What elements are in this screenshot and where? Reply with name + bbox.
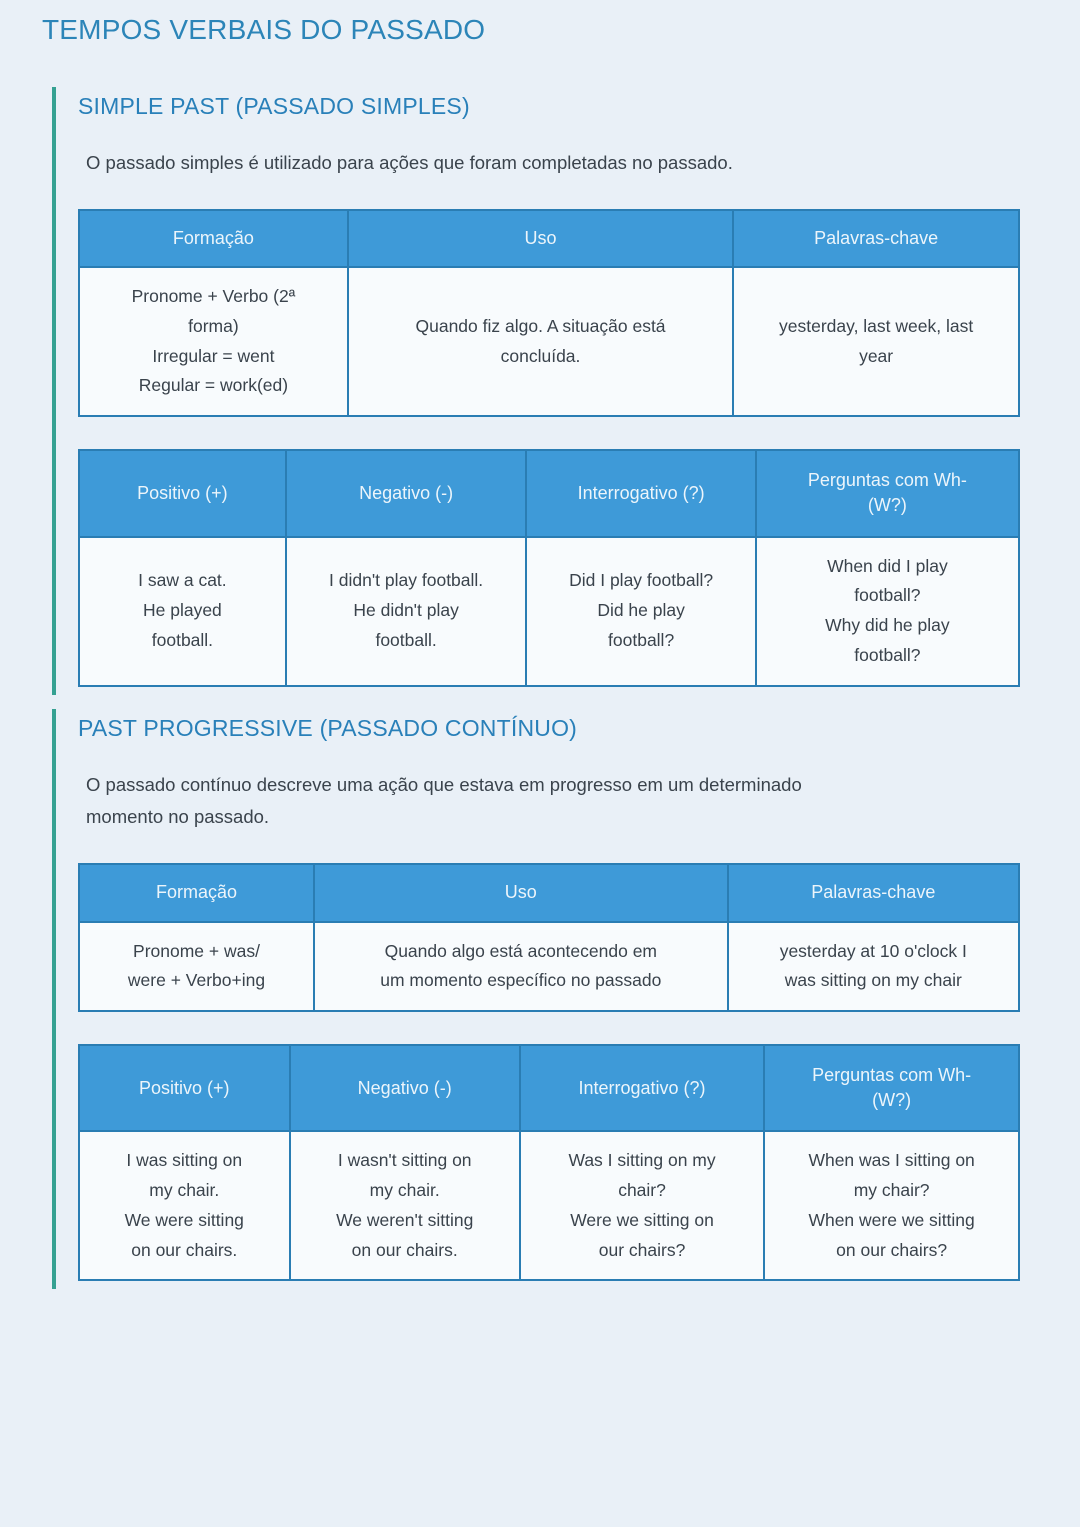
column-header-uso: Uso	[313, 863, 729, 923]
table-row: Pronome + Verbo (2ª forma) Irregular = w…	[78, 266, 1020, 418]
cell-positivo: I saw a cat. He played football.	[78, 535, 287, 687]
cell-uso: Quando fiz algo. A situação está concluí…	[346, 266, 735, 418]
simple-past-examples-table: Positivo (+) Negativo (-) Interrogativo …	[78, 449, 1021, 687]
section-past-progressive: PAST PROGRESSIVE (PASSADO CONTÍNUO) O pa…	[52, 708, 1021, 1290]
column-header-uso: Uso	[346, 209, 735, 269]
cell-interrogativo: Was I sitting on my chair? Were we sitti…	[518, 1130, 766, 1282]
column-header-palavras-chave: Palavras-chave	[726, 863, 1021, 923]
cell-palavras-chave: yesterday at 10 o'clock I was sitting on…	[726, 920, 1021, 1013]
cell-perguntas-wh: When was I sitting on my chair? When wer…	[763, 1130, 1020, 1282]
column-header-negativo: Negativo (-)	[284, 449, 528, 538]
past-progressive-examples-table: Positivo (+) Negativo (-) Interrogativo …	[78, 1044, 1020, 1282]
table-header-row: Formação Uso Palavras-chave	[78, 863, 1021, 923]
cell-perguntas-wh: When did I play football? Why did he pla…	[754, 535, 1021, 687]
cell-negativo: I wasn't sitting on my chair. We weren't…	[288, 1130, 521, 1282]
table-row: I was sitting on my chair. We were sitti…	[78, 1130, 1020, 1282]
column-header-formacao: Formação	[78, 209, 349, 269]
page-title: TEMPOS VERBAIS DO PASSADO	[42, 14, 486, 45]
table-header-row: Positivo (+) Negativo (-) Interrogativo …	[78, 1044, 1020, 1133]
table-row: I saw a cat. He played football. I didn'…	[78, 535, 1021, 687]
table-row: Pronome + was/ were + Verbo+ing Quando a…	[78, 920, 1021, 1013]
simple-past-formation-table: Formação Uso Palavras-chave Pronome + Ve…	[78, 209, 1020, 418]
cell-positivo: I was sitting on my chair. We were sitti…	[78, 1130, 291, 1282]
column-header-perguntas-wh: Perguntas com Wh- (W?)	[754, 449, 1021, 538]
column-header-palavras-chave: Palavras-chave	[732, 209, 1020, 269]
table-header-row: Formação Uso Palavras-chave	[78, 209, 1020, 269]
cell-negativo: I didn't play football. He didn't play f…	[284, 535, 528, 687]
column-header-positivo: Positivo (+)	[78, 1044, 291, 1133]
cell-uso: Quando algo está acontecendo em um momen…	[313, 920, 729, 1013]
section-title-past-progressive: PAST PROGRESSIVE (PASSADO CONTÍNUO)	[78, 714, 578, 741]
section-description-simple-past: O passado simples é utilizado para ações…	[86, 151, 733, 173]
column-header-interrogativo: Interrogativo (?)	[525, 449, 757, 538]
cell-formacao: Pronome + was/ were + Verbo+ing	[78, 920, 315, 1013]
cell-formacao: Pronome + Verbo (2ª forma) Irregular = w…	[78, 266, 349, 418]
past-progressive-formation-table: Formação Uso Palavras-chave Pronome + wa…	[78, 863, 1021, 1013]
column-header-perguntas-wh: Perguntas com Wh- (W?)	[763, 1044, 1020, 1133]
column-header-positivo: Positivo (+)	[78, 449, 287, 538]
cell-interrogativo: Did I play football? Did he play footbal…	[525, 535, 757, 687]
table-header-row: Positivo (+) Negativo (-) Interrogativo …	[78, 449, 1021, 538]
cell-palavras-chave: yesterday, last week, last year	[732, 266, 1020, 418]
section-simple-past: SIMPLE PAST (PASSADO SIMPLES) O passado …	[52, 86, 1021, 695]
section-title-simple-past: SIMPLE PAST (PASSADO SIMPLES)	[78, 92, 470, 119]
column-header-interrogativo: Interrogativo (?)	[518, 1044, 766, 1133]
section-description-past-progressive: O passado contínuo descreve uma ação que…	[86, 773, 802, 827]
column-header-negativo: Negativo (-)	[288, 1044, 521, 1133]
column-header-formacao: Formação	[78, 863, 315, 923]
